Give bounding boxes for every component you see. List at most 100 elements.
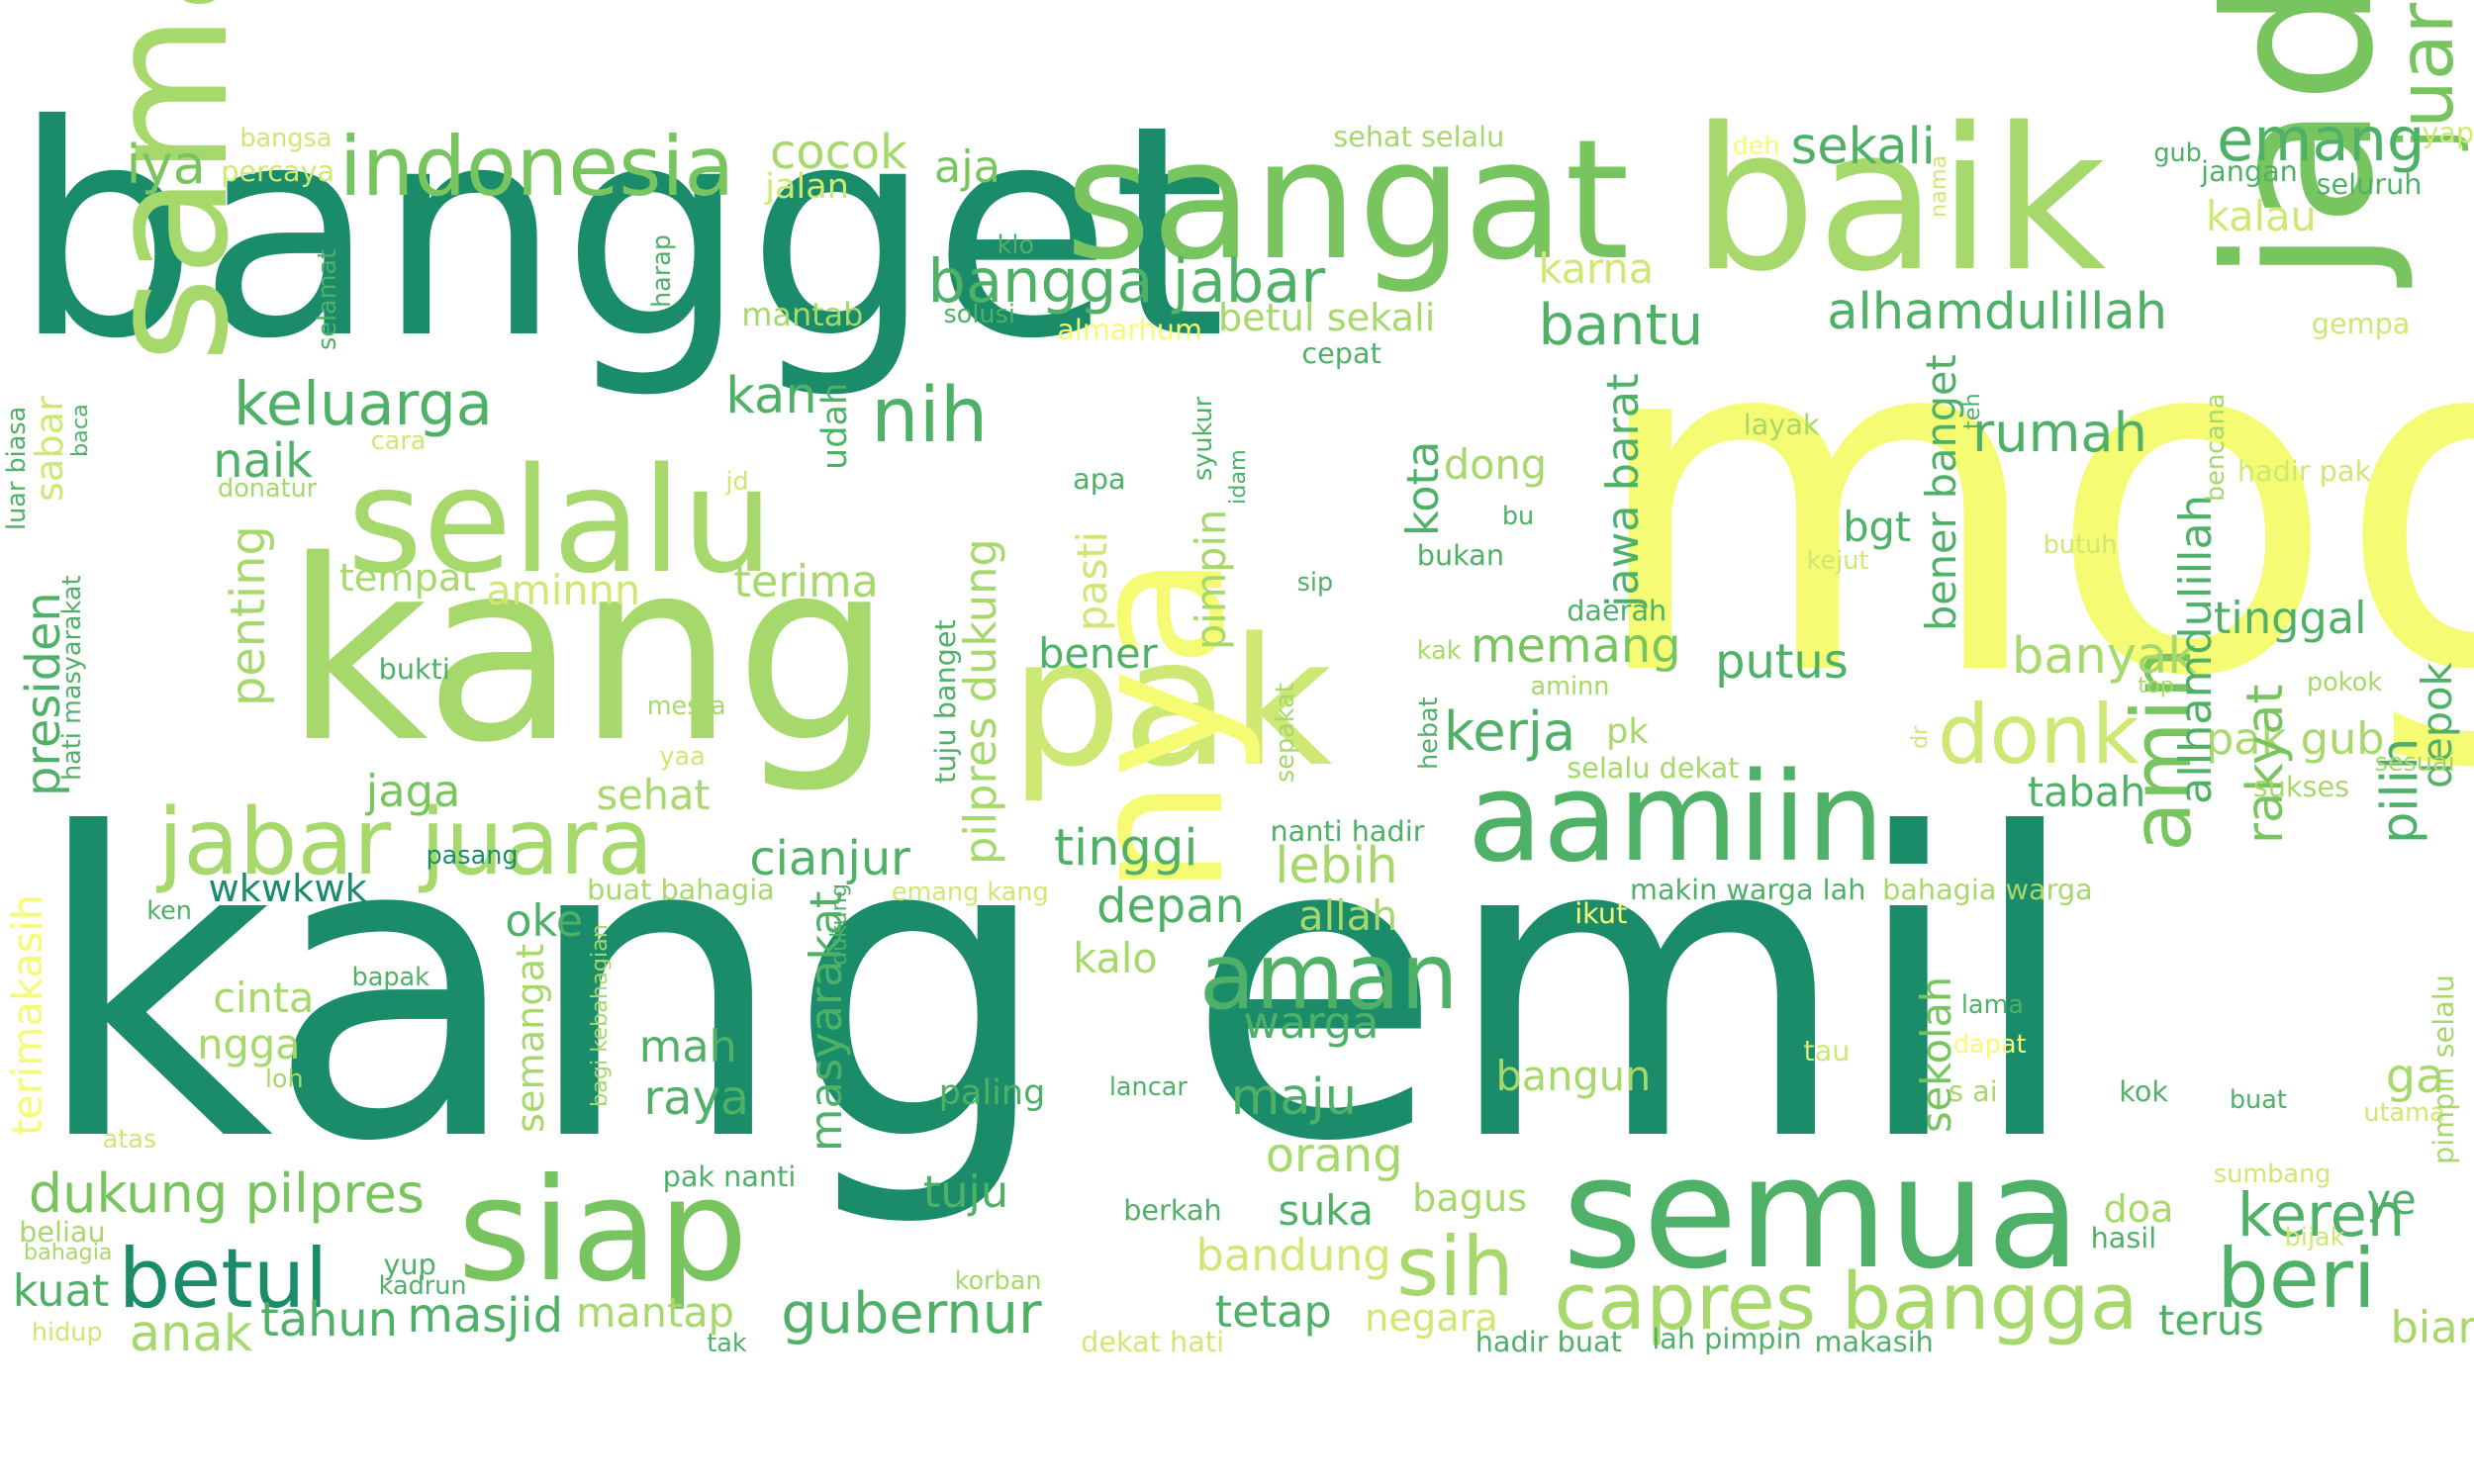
- word-buat: buat: [2229, 1085, 2287, 1116]
- word-nih: nih: [871, 371, 989, 460]
- word-tahun: tahun: [260, 1292, 399, 1347]
- word-makin-warga-lah: makin warga lah: [1630, 872, 1866, 906]
- word-terimakasih: terimakasih: [3, 893, 51, 1136]
- word-banget: bangget: [12, 61, 1227, 403]
- word-bahagia-warga: bahagia warga: [1882, 872, 2093, 906]
- word-ikut: ikut: [1574, 895, 1628, 930]
- word-dong: dong: [1443, 440, 1548, 489]
- word-kejut: kejut: [1806, 545, 1869, 576]
- word-kerja: kerja: [1443, 699, 1576, 763]
- word-sukses: sukses: [2252, 770, 2350, 804]
- word-cocok: cocok: [770, 125, 907, 180]
- word-banyak: banyak: [2011, 626, 2197, 686]
- word-sumbang: sumbang: [2213, 1159, 2331, 1190]
- word-bahagia: bahagia: [23, 1239, 113, 1265]
- word-moga: moga: [1585, 229, 2474, 781]
- word-memang: memang: [1470, 618, 1681, 674]
- word-sesuai: sesuai: [2374, 747, 2455, 778]
- word-sekolah: sekolah: [1913, 975, 1961, 1133]
- word-lama: lama: [1960, 990, 2024, 1021]
- word-harap: harap: [646, 233, 677, 308]
- word-ken: ken: [146, 895, 192, 926]
- word-tau: tau: [1803, 1033, 1851, 1067]
- word-pimpin: pimpin: [1187, 509, 1235, 650]
- word-doa: doa: [2103, 1186, 2174, 1232]
- word-dapat: dapat: [1952, 1030, 2027, 1061]
- word-bangsa: bangsa: [239, 123, 333, 153]
- word-keluarga: keluarga: [233, 370, 493, 440]
- word-selalu: selalu: [346, 436, 774, 606]
- word-dukung-pilpres: dukung pilpres: [28, 1161, 426, 1225]
- word-kang-emil: kang emil: [31, 746, 2083, 1234]
- word-selamat: selamat: [312, 248, 342, 350]
- word-atas: atas: [102, 1124, 157, 1155]
- word-putus: putus: [1715, 634, 1849, 690]
- word-bu: bu: [1501, 502, 1535, 532]
- word-lancar: lancar: [1108, 1072, 1188, 1103]
- word-pak-gub: pak gub: [2205, 713, 2385, 766]
- word-sabar: sabar: [27, 396, 72, 502]
- word-orang: orang: [1265, 1128, 1403, 1183]
- word-donk: donk: [1937, 686, 2140, 783]
- word-yaa: yaa: [659, 741, 706, 772]
- word-depan: depan: [1096, 879, 1245, 934]
- word-s-ai: s ai: [1949, 1073, 1998, 1108]
- word-idam: idam: [1225, 449, 1252, 506]
- word-gubernur: gubernur: [781, 1280, 1042, 1347]
- word-klo: klo: [997, 230, 1035, 260]
- word-jabar-juara: jabar juara: [157, 788, 654, 896]
- word-alhamdulillah: alhamdulillah: [1827, 283, 2168, 342]
- word-semangat: semangat: [509, 943, 554, 1133]
- word-cara: cara: [370, 425, 427, 456]
- word-jaga: jaga: [365, 766, 461, 818]
- word-baca: baca: [67, 404, 94, 458]
- word-pak-nanti: pak nanti: [662, 1159, 797, 1194]
- word-negara: negara: [1365, 1295, 1498, 1341]
- word-yup: yup: [383, 1248, 436, 1282]
- word-aminnn: aminnn: [486, 567, 641, 615]
- word-bangga-jabar: bangga jabar: [927, 247, 1326, 318]
- word-keren: keren: [2236, 1180, 2406, 1251]
- word-syukur: syukur: [1188, 397, 1218, 482]
- word-gempa: gempa: [2311, 306, 2411, 340]
- word-iya: iya: [126, 134, 206, 197]
- word-pasang: pasang: [426, 840, 519, 871]
- word-naik: naik: [213, 434, 313, 490]
- word-beliau: beliau: [19, 1214, 106, 1249]
- word-cinta: cinta: [213, 974, 315, 1022]
- word-tabah: tabah: [2027, 769, 2146, 817]
- word-korban: korban: [954, 1266, 1042, 1297]
- word-tak: tak: [707, 1328, 747, 1358]
- word-tetap: tetap: [1214, 1286, 1332, 1339]
- word-lebih: lebih: [1275, 836, 1398, 895]
- word-udah: udah: [813, 382, 855, 471]
- word-selalu-dekat: selalu dekat: [1567, 751, 1740, 786]
- word-kota: kota: [1396, 440, 1449, 537]
- word-aman: aman: [1198, 922, 1459, 1030]
- word-indonesia: indonesia: [338, 118, 735, 215]
- word-dr: dr: [1907, 725, 1934, 750]
- word-kuat: kuat: [12, 1265, 110, 1318]
- word-ga: ga: [2385, 1050, 2445, 1105]
- word-jangan: jangan: [2201, 154, 2298, 189]
- word-nanti-hadir: nanti hadir: [1270, 813, 1425, 848]
- word-makasih: makasih: [1814, 1325, 1934, 1359]
- word-layak: layak: [1743, 407, 1820, 441]
- word-pk: pk: [1606, 711, 1649, 753]
- word-rakyat: rakyat: [2236, 684, 2296, 844]
- word-pokok: pokok: [2306, 667, 2382, 697]
- word-betul: betul: [118, 1230, 329, 1327]
- word-ngga: ngga: [197, 1021, 301, 1069]
- word-top: top: [2138, 673, 2174, 699]
- word-aminn: aminn: [1530, 672, 1610, 702]
- word-dukung: dukung: [826, 882, 853, 966]
- word-capres-bangga: capres bangga: [1554, 1254, 2139, 1347]
- word-solusi: solusi: [943, 300, 1015, 330]
- word-cianjur: cianjur: [749, 832, 910, 887]
- word-bener-banget: bener banget: [1917, 353, 1965, 631]
- word-paling: paling: [938, 1072, 1046, 1114]
- word-emang: emang: [2217, 105, 2426, 175]
- word-warga: warga: [1243, 997, 1380, 1050]
- word-cepat: cepat: [1301, 335, 1381, 370]
